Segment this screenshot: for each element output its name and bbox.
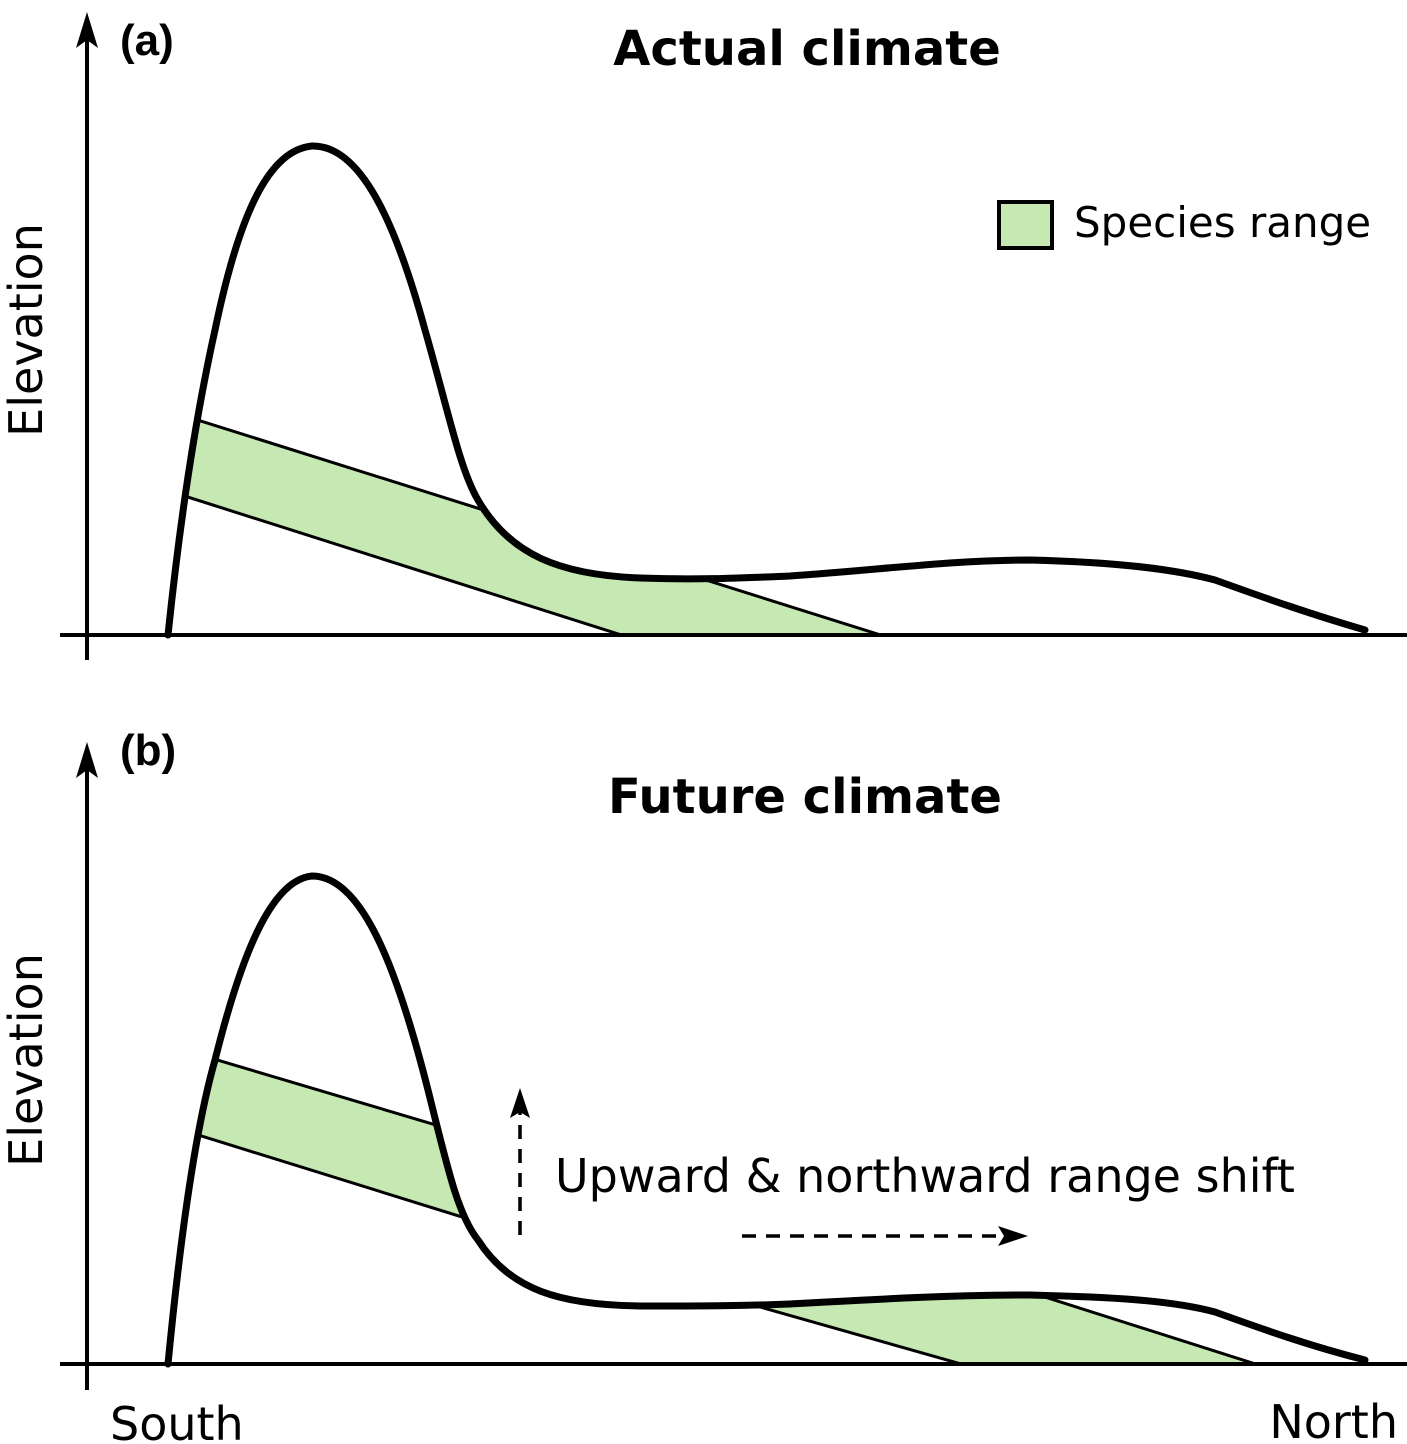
range-shift-annotation: Upward & northward range shift	[555, 1149, 1295, 1203]
y-axis-arrow-b	[76, 742, 98, 778]
panel-title-a: Actual climate	[613, 21, 1001, 77]
terrain-profile-a	[164, 142, 1369, 639]
x-axis-label-north: North	[1269, 1395, 1398, 1444]
panel-letter-a: (a)	[120, 16, 174, 65]
y-axis-label-a: Elevation	[0, 223, 53, 437]
panel-a: (a) Actual climate Elevation Species ran…	[0, 12, 1407, 660]
species-range-bands-b	[168, 1038, 1291, 1364]
x-axis-label-south: South	[110, 1397, 244, 1444]
panel-title-b: Future climate	[608, 769, 1002, 825]
legend-label: Species range	[1074, 198, 1371, 247]
legend: Species range	[997, 198, 1371, 250]
upward-shift-arrowhead	[510, 1088, 530, 1118]
y-axis-arrow-a	[76, 12, 98, 48]
species-range-band-a	[168, 403, 961, 635]
legend-swatch	[997, 200, 1054, 250]
terrain-profile-b	[164, 872, 1369, 1368]
panel-letter-b: (b)	[120, 726, 176, 775]
y-axis-label-b: Elevation	[0, 953, 53, 1167]
panel-b: (b) Future climate Elevation Upward & no…	[0, 726, 1407, 1444]
northward-shift-arrowhead	[998, 1226, 1028, 1246]
